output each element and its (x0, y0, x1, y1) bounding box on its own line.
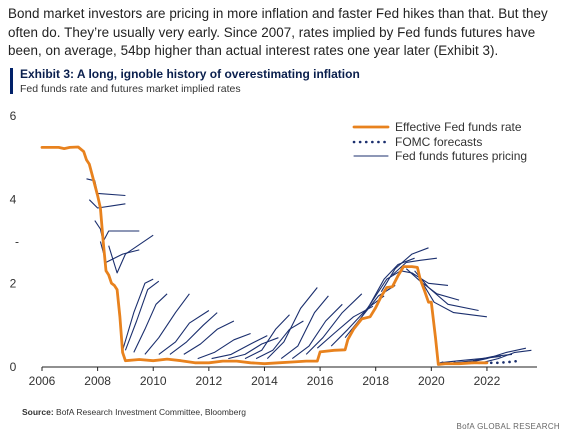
y-tick-label-4: 4 (10, 193, 17, 207)
axes-layer: 2006 2008 2010 2012 2014 2016 2018 2020 2022 0 2 4 6… (10, 109, 537, 388)
source-text: BofA Research Investment Committee, Bloo… (56, 407, 246, 417)
exhibit-subtitle: Fed funds rate and futures market implie… (20, 83, 241, 95)
futures-path-14 (211, 335, 268, 360)
futures-path-21 (305, 293, 363, 355)
x-tick-label-2016: 2016 (307, 374, 334, 388)
futures-path-27 (380, 247, 429, 292)
x-tick-label-2006: 2006 (29, 374, 56, 388)
line-chart: 2006 2008 2010 2012 2014 2016 2018 2020 2022 0 2 4 6… (10, 109, 537, 388)
y-tick-label-0: 0 (10, 360, 17, 374)
futures-path-2 (88, 199, 126, 209)
futures-path-18 (266, 287, 318, 359)
exhibit-accent-bar (10, 68, 13, 94)
futures-path-34 (453, 353, 513, 364)
futures-path-5 (108, 234, 154, 274)
futures-path-7 (124, 280, 160, 351)
y-tick-label-6: 6 (10, 109, 17, 123)
futures-path-13 (197, 332, 251, 360)
futures-path-25 (355, 270, 401, 326)
futures-path-23 (330, 295, 385, 347)
exhibit-title: Exhibit 3: A long, ignoble history of ov… (20, 67, 360, 81)
brand-footer: BofA GLOBAL RESEARCH (456, 422, 560, 431)
legend-effective-label: Effective Fed funds rate (395, 120, 522, 134)
effective-series-layer (40, 145, 489, 366)
x-tick-label-2008: 2008 (84, 374, 111, 388)
futures-path-19 (280, 295, 329, 360)
futures-path-12 (183, 320, 235, 355)
futures-path-30 (405, 268, 460, 301)
source-note: Source: BofA Research Investment Committ… (22, 407, 246, 417)
x-tick-label-2010: 2010 (140, 374, 167, 388)
futures-path-6 (122, 278, 154, 351)
futures-path-17 (255, 320, 304, 360)
source-label: Source: (22, 407, 54, 417)
legend-futures-label: Fed funds futures pricing (395, 149, 527, 163)
futures-path-16 (244, 314, 290, 360)
futures-path-9 (144, 293, 190, 355)
futures-path-26 (369, 257, 415, 305)
futures-path-1 (86, 178, 126, 197)
futures-path-10 (158, 310, 210, 355)
legend-fomc-label: FOMC forecasts (395, 135, 482, 149)
futures-path-22 (316, 305, 374, 349)
futures-path-32 (419, 278, 487, 318)
futures-path-28 (392, 257, 437, 276)
x-tick-label-2012: 2012 (196, 374, 223, 388)
futures-path-36 (481, 349, 532, 364)
intro-paragraph: Bond market investors are pricing in mor… (8, 6, 548, 58)
x-tick-label-2018: 2018 (362, 374, 389, 388)
futures-series-layer (86, 178, 532, 364)
y-tick-label-2: 2 (10, 276, 17, 290)
futures-path-20 (291, 303, 343, 360)
futures-path-11 (169, 312, 218, 355)
y-tick-marker: - (15, 235, 19, 249)
x-tick-label-2020: 2020 (418, 374, 445, 388)
x-tick-label-2014: 2014 (251, 374, 278, 388)
effective-fed-funds-line (40, 145, 489, 366)
x-tick-label-2022: 2022 (474, 374, 501, 388)
futures-path-8 (133, 293, 168, 353)
futures-path-15 (228, 337, 279, 360)
futures-path-35 (467, 347, 527, 364)
